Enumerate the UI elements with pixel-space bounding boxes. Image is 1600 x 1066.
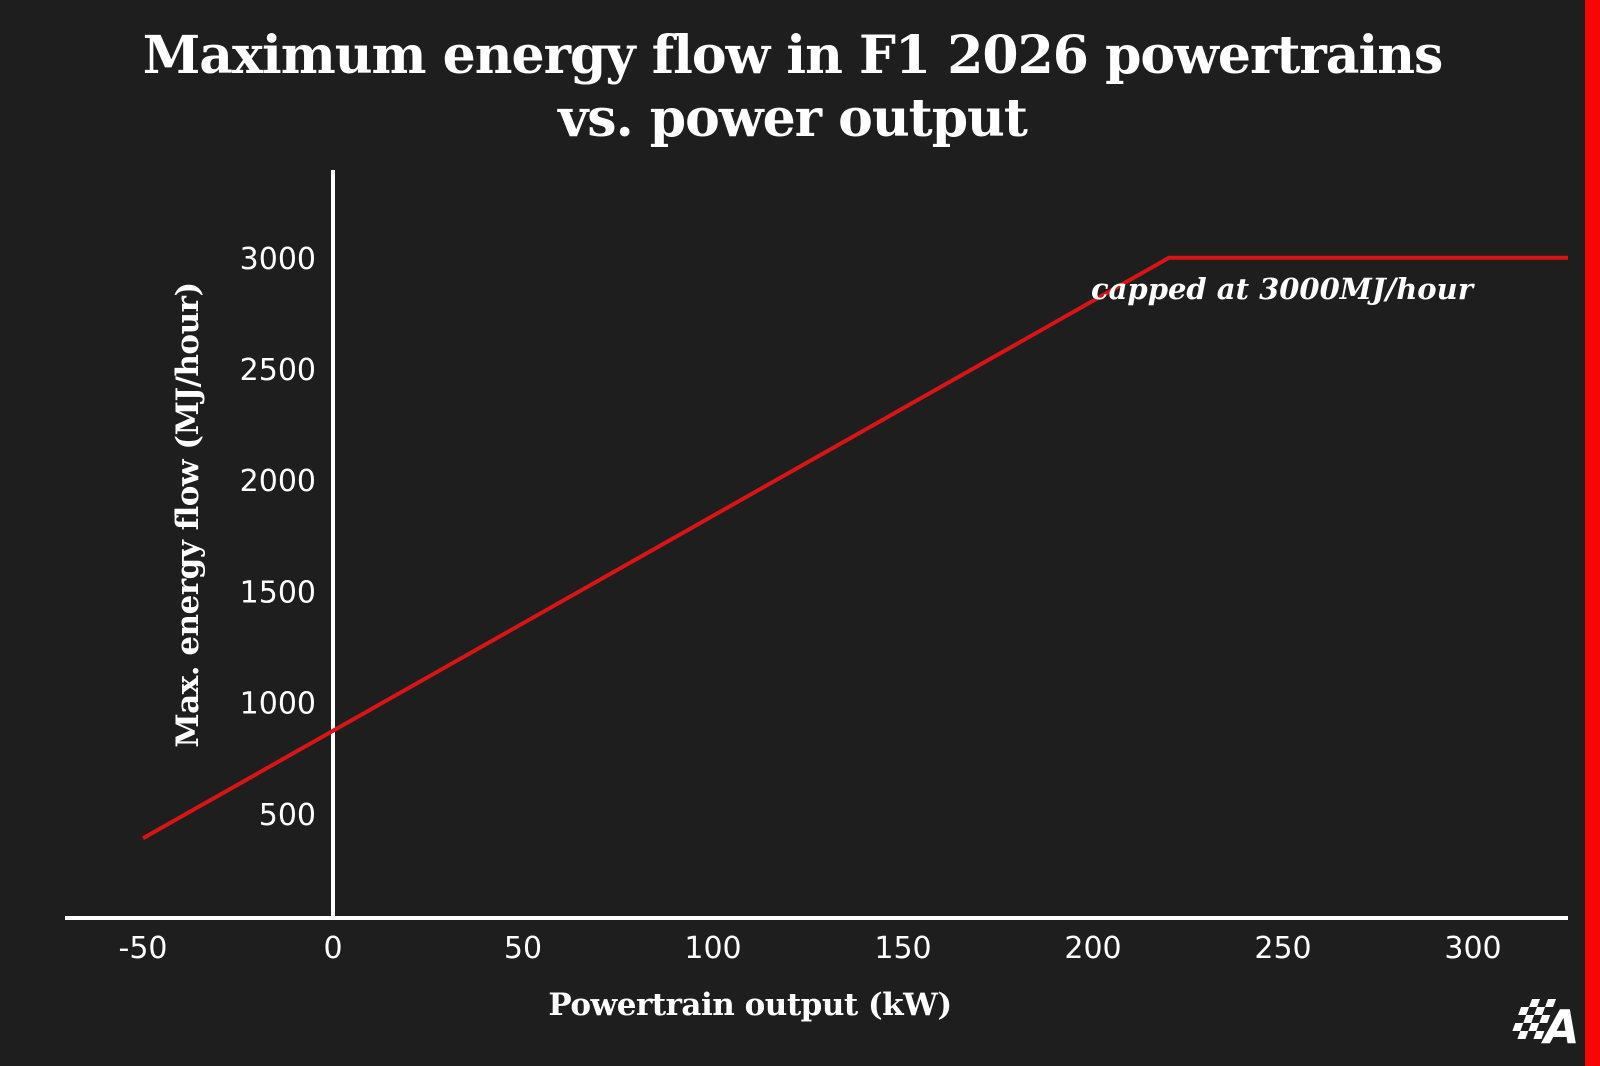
x-tick-label: -50 xyxy=(119,931,168,966)
x-tick-label: 250 xyxy=(1254,931,1311,966)
energy-flow-line xyxy=(142,255,1568,841)
cap-annotation: capped at 3000MJ/hour xyxy=(1091,272,1476,306)
y-tick-label: 500 xyxy=(259,798,316,833)
y-tick-label: 2500 xyxy=(240,353,316,388)
logo-letter: A xyxy=(1541,1000,1578,1048)
x-tick-labels: -50 0 50 100 150 200 250 300 xyxy=(119,931,1502,966)
x-tick-label: 300 xyxy=(1444,931,1501,966)
x-tick-label: 50 xyxy=(504,931,542,966)
y-axis-title: Max. energy flow (MJ/hour) xyxy=(170,282,206,748)
x-tick-label: 0 xyxy=(323,931,342,966)
x-tick-label: 150 xyxy=(874,931,931,966)
y-tick-label: 2000 xyxy=(240,464,316,499)
x-tick-label: 200 xyxy=(1064,931,1121,966)
red-edge-stripe xyxy=(1585,0,1600,1066)
y-tick-labels: 500 1000 1500 2000 2500 3000 xyxy=(240,242,316,833)
chart-title-line-2: vs. power output xyxy=(558,88,1028,150)
y-tick-label: 3000 xyxy=(240,242,316,277)
y-tick-label: 1500 xyxy=(240,575,316,610)
athletic-checkered-flag-logo: A xyxy=(1512,999,1578,1048)
chart-title: Maximum energy flow in F1 2026 powertrai… xyxy=(0,24,1585,151)
x-tick-label: 100 xyxy=(684,931,741,966)
y-tick-label: 1000 xyxy=(240,687,316,722)
x-axis-title: Powertrain output (kW) xyxy=(548,987,952,1023)
chart-title-line-1: Maximum energy flow in F1 2026 powertrai… xyxy=(142,25,1444,86)
